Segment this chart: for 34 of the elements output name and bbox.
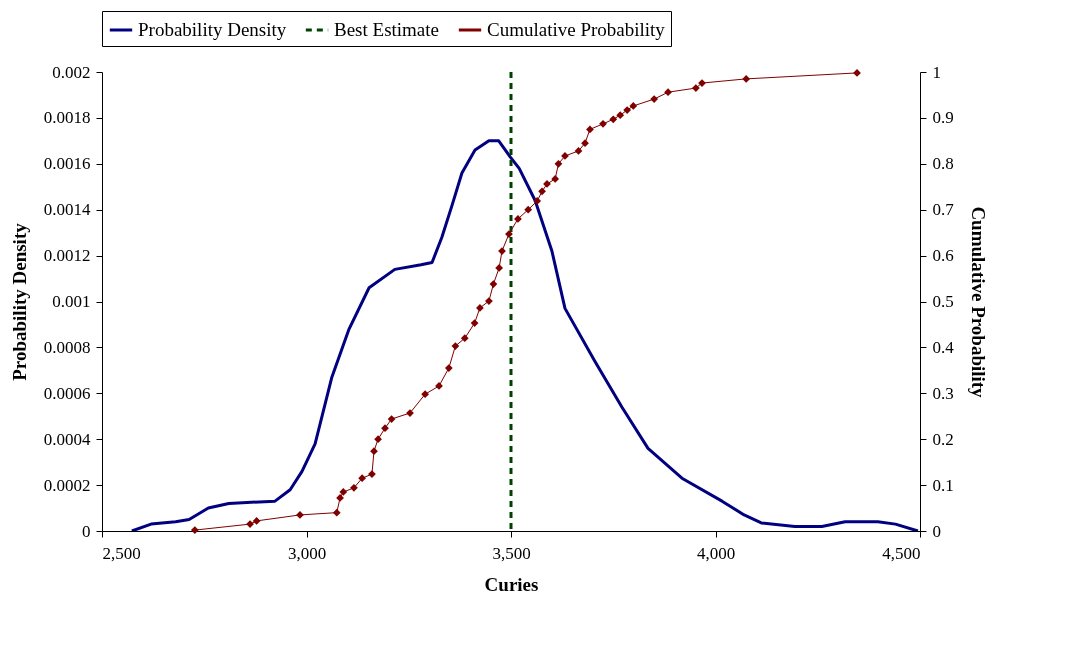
y-tick-label: 0.0004 — [43, 429, 91, 449]
x-tick-label: 3,000 — [287, 543, 327, 563]
y-tick-label: 0.0012 — [43, 246, 91, 266]
y2-tick-label: 0.1 — [932, 475, 954, 495]
x-axis-title: Curies — [484, 573, 539, 595]
y2-tick-label: 0 — [932, 521, 941, 541]
y-axis-title: Probability Density — [8, 222, 30, 381]
y-tick-label: 0.002 — [52, 62, 91, 82]
y2-tick-label: 0.3 — [932, 383, 954, 403]
line-series — [130, 139, 920, 531]
y-tick-label: 0.001 — [52, 292, 91, 311]
y2-tick-label: 0.5 — [932, 292, 954, 311]
y-tick-label: 0.0002 — [43, 475, 91, 495]
y-tick-label: 0.0014 — [43, 200, 91, 220]
y-tick-label: 0.0016 — [43, 154, 91, 174]
x-tick-label: 4,000 — [696, 543, 736, 563]
y2-tick-label: 0.8 — [932, 154, 954, 174]
y2-tick-label: 0.4 — [932, 337, 955, 357]
y-tick-label: 0 — [82, 521, 91, 541]
legend-label: Cumulative Probability — [487, 19, 666, 40]
y-tick-label: 0.0018 — [43, 108, 91, 128]
legend-label: Probability Density — [138, 19, 287, 40]
legend-label: Best Estimate — [334, 19, 440, 40]
x-tick-label: 2,500 — [102, 543, 141, 563]
y2-tick-label: 0.2 — [932, 429, 954, 449]
x-tick-label: 4,500 — [882, 543, 921, 563]
y2-tick-label: 0.9 — [932, 108, 954, 128]
x-tick-label: 3,500 — [492, 543, 531, 563]
y2-tick-label: 0.6 — [932, 246, 954, 266]
y2-tick-label: 0.7 — [932, 200, 955, 220]
y2-axis-title: Cumulative Probability — [967, 206, 989, 399]
y-tick-label: 0.0008 — [43, 337, 91, 357]
y-tick-label: 0.0006 — [43, 383, 91, 403]
y2-tick-label: 1 — [932, 62, 941, 82]
